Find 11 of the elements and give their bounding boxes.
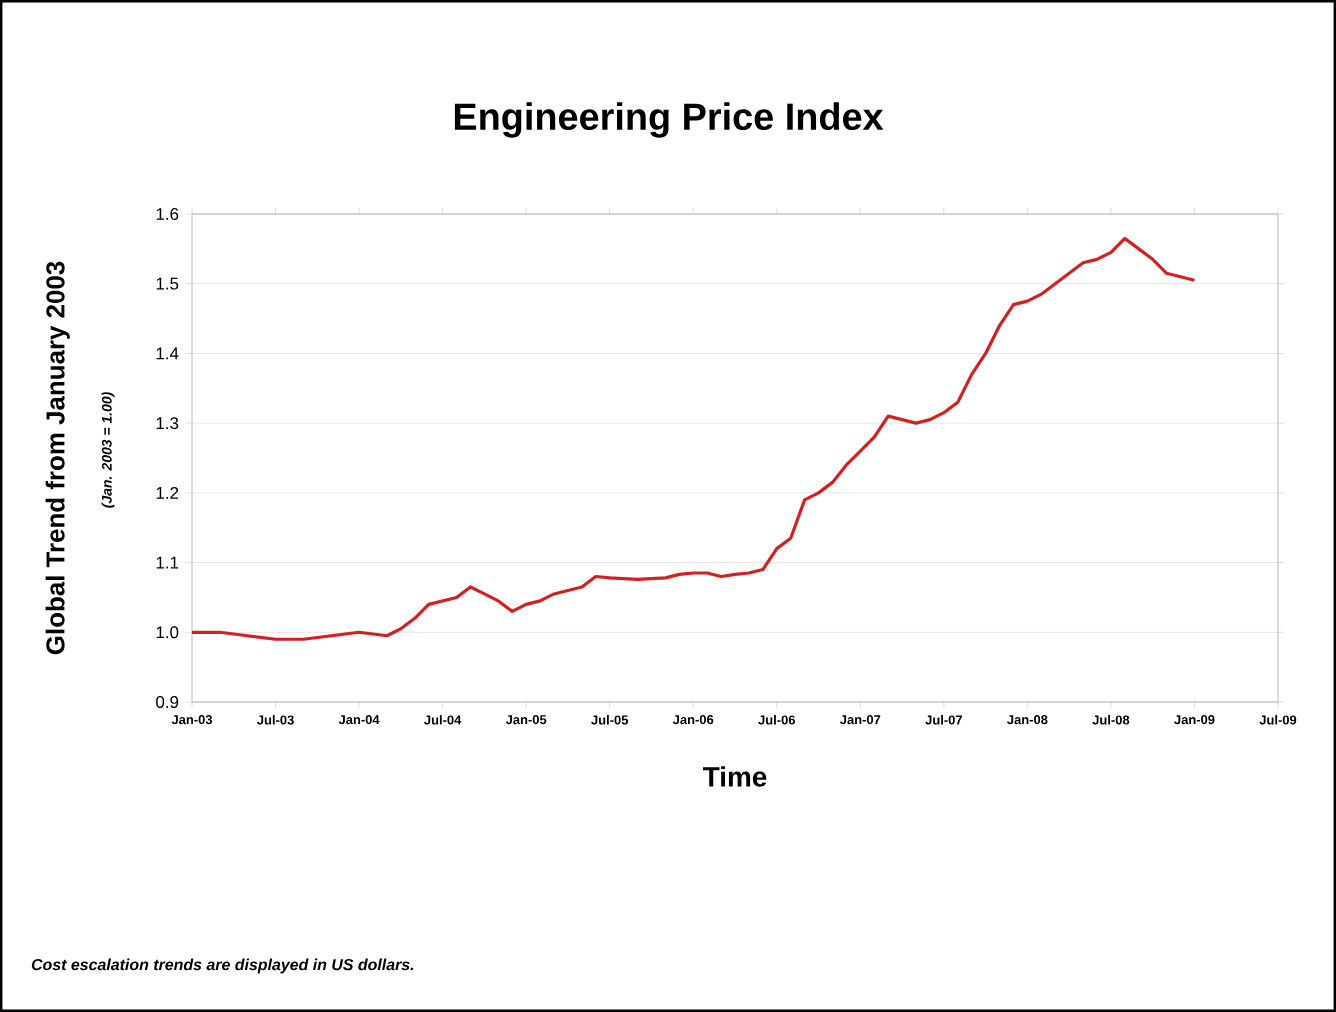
- x-axis-title: Time: [703, 766, 767, 787]
- y-tick-label: 1.5: [156, 277, 179, 290]
- y-axis-title: Global Trend from January 2003: [45, 261, 70, 655]
- y-tick-label: 1.6: [156, 208, 179, 220]
- y-tick-label: 1.3: [156, 417, 179, 430]
- chart-title: Engineering Price Index: [454, 102, 884, 138]
- y-tick-label: 0.9: [156, 696, 179, 708]
- y-tick-label: 1.0: [156, 626, 179, 639]
- y-tick-label: 1.1: [156, 556, 179, 569]
- y-tick-label: 1.4: [156, 347, 179, 360]
- y-tick-label: 1.2: [156, 486, 179, 499]
